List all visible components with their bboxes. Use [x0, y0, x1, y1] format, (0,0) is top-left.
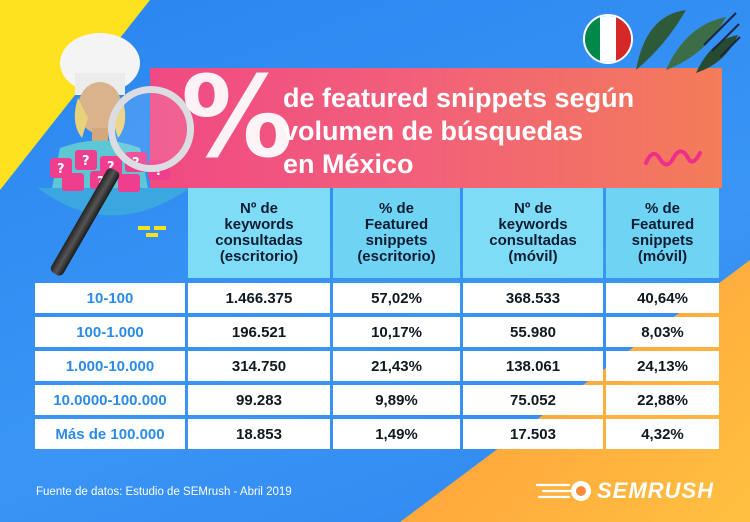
flag-red-stripe: [615, 16, 631, 62]
cell-r5-c4: 4,32%: [606, 419, 719, 449]
title-line-2: volumen de búsquedas: [283, 116, 584, 146]
cell-r5-c3: 17.503: [463, 419, 603, 449]
page-title: de featured snippets según volumen de bú…: [283, 82, 703, 181]
header-keywords-mobile: Nº de keywords consultadas (móvil): [463, 188, 603, 278]
cell-r3-c4: 24,13%: [606, 351, 719, 381]
cell-r1-c4: 40,64%: [606, 283, 719, 313]
row-label-4: 10.0000-100.000: [35, 385, 185, 415]
semrush-logo-text: SEMRUSH: [597, 478, 715, 503]
cell-r3-c1: 314.750: [188, 351, 330, 381]
header-snippets-mobile: % de Featured snippets (móvil): [606, 188, 719, 278]
svg-text:?: ?: [57, 162, 65, 177]
row-label-3: 1.000-10.000: [35, 351, 185, 381]
cell-r3-c3: 138.061: [463, 351, 603, 381]
squiggle-icon: [644, 149, 702, 167]
cell-r4-c4: 22,88%: [606, 385, 719, 415]
cell-r2-c2: 10,17%: [333, 317, 460, 347]
semrush-logo: SEMRUSH: [535, 478, 714, 504]
svg-text:?: ?: [82, 154, 90, 169]
cell-r2-c1: 196.521: [188, 317, 330, 347]
title-line-3: en México: [283, 149, 414, 179]
row-label-5: Más de 100.000: [35, 419, 185, 449]
flag-white-stripe: [600, 16, 616, 62]
magnifier-icon: [108, 86, 194, 172]
cell-r4-c2: 9,89%: [333, 385, 460, 415]
cell-r5-c2: 1,49%: [333, 419, 460, 449]
percent-symbol: %: [181, 53, 294, 183]
title-line-1: de featured snippets según: [283, 83, 635, 113]
cell-r1-c1: 1.466.375: [188, 283, 330, 313]
header-snippets-desktop: % de Featured snippets (escritorio): [333, 188, 460, 278]
svg-text:?: ?: [155, 164, 163, 179]
cell-r1-c3: 368.533: [463, 283, 603, 313]
header-keywords-desktop: Nº de keywords consultadas (escritorio): [188, 188, 330, 278]
cell-r5-c1: 18.853: [188, 419, 330, 449]
cell-r3-c2: 21,43%: [333, 351, 460, 381]
cell-r4-c3: 75.052: [463, 385, 603, 415]
row-label-1: 10-100: [35, 283, 185, 313]
flag-green-stripe: [585, 16, 601, 62]
leaves-icon: [636, 10, 741, 73]
title-banner: [150, 68, 722, 188]
cell-r4-c1: 99.283: [188, 385, 330, 415]
cell-r2-c4: 8,03%: [606, 317, 719, 347]
row-label-2: 100-1.000: [35, 317, 185, 347]
data-source-note: Fuente de datos: Estudio de SEMrush - Ab…: [36, 486, 292, 498]
mexico-flag-icon: [583, 14, 633, 64]
semrush-fireball-icon: [535, 481, 591, 501]
cell-r2-c3: 55.980: [463, 317, 603, 347]
cell-r1-c2: 57,02%: [333, 283, 460, 313]
